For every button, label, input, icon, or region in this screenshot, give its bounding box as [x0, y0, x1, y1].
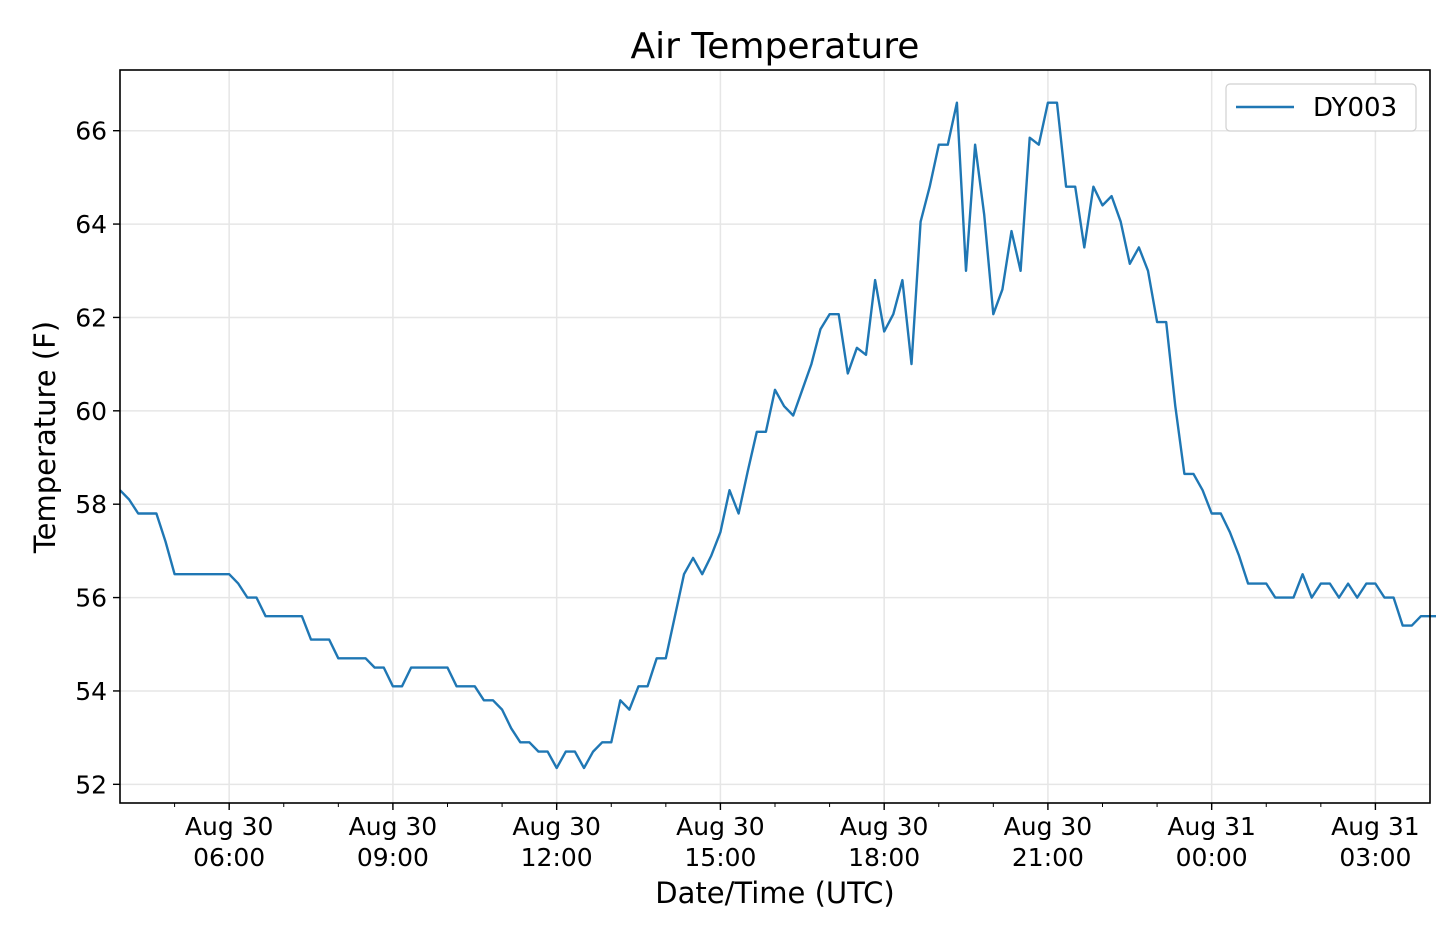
x-axis-label: Date/Time (UTC): [655, 876, 894, 910]
y-tick-label: 54: [75, 677, 107, 706]
x-tick-label-date: Aug 30: [1004, 812, 1093, 841]
x-tick-label-date: Aug 30: [349, 812, 438, 841]
chart-title: Air Temperature: [631, 26, 920, 67]
x-tick-label-time: 09:00: [357, 843, 429, 872]
series-layer: [120, 103, 1436, 769]
series-line-dy003: [120, 103, 1436, 768]
x-tick-label-time: 12:00: [521, 843, 593, 872]
y-axis-label: Temperature (F): [28, 321, 62, 554]
y-tick-label: 60: [75, 397, 107, 426]
x-tick-label-date: Aug 30: [185, 812, 274, 841]
x-tick-label-date: Aug 31: [1331, 812, 1420, 841]
y-tick-label: 64: [75, 210, 107, 239]
y-tick-label: 56: [75, 584, 107, 613]
x-tick-label-date: Aug 30: [512, 812, 601, 841]
grid-lines: [120, 70, 1430, 803]
y-tick-label: 58: [75, 490, 107, 519]
y-tick-label: 66: [75, 117, 107, 146]
x-tick-label-time: 03:00: [1339, 843, 1411, 872]
x-tick-label-time: 06:00: [193, 843, 265, 872]
x-tick-label-time: 00:00: [1176, 843, 1248, 872]
x-tick-label-time: 18:00: [848, 843, 920, 872]
y-tick-label: 52: [75, 770, 107, 799]
y-tick-label: 62: [75, 303, 107, 332]
x-tick-label-date: Aug 30: [840, 812, 929, 841]
x-tick-label-time: 21:00: [1012, 843, 1084, 872]
x-tick-label-date: Aug 31: [1167, 812, 1256, 841]
legend: DY003: [1226, 84, 1416, 131]
x-tick-label-date: Aug 30: [676, 812, 765, 841]
legend-label: DY003: [1313, 93, 1397, 123]
x-tick-label-time: 15:00: [684, 843, 756, 872]
plot-frame: [120, 70, 1430, 803]
